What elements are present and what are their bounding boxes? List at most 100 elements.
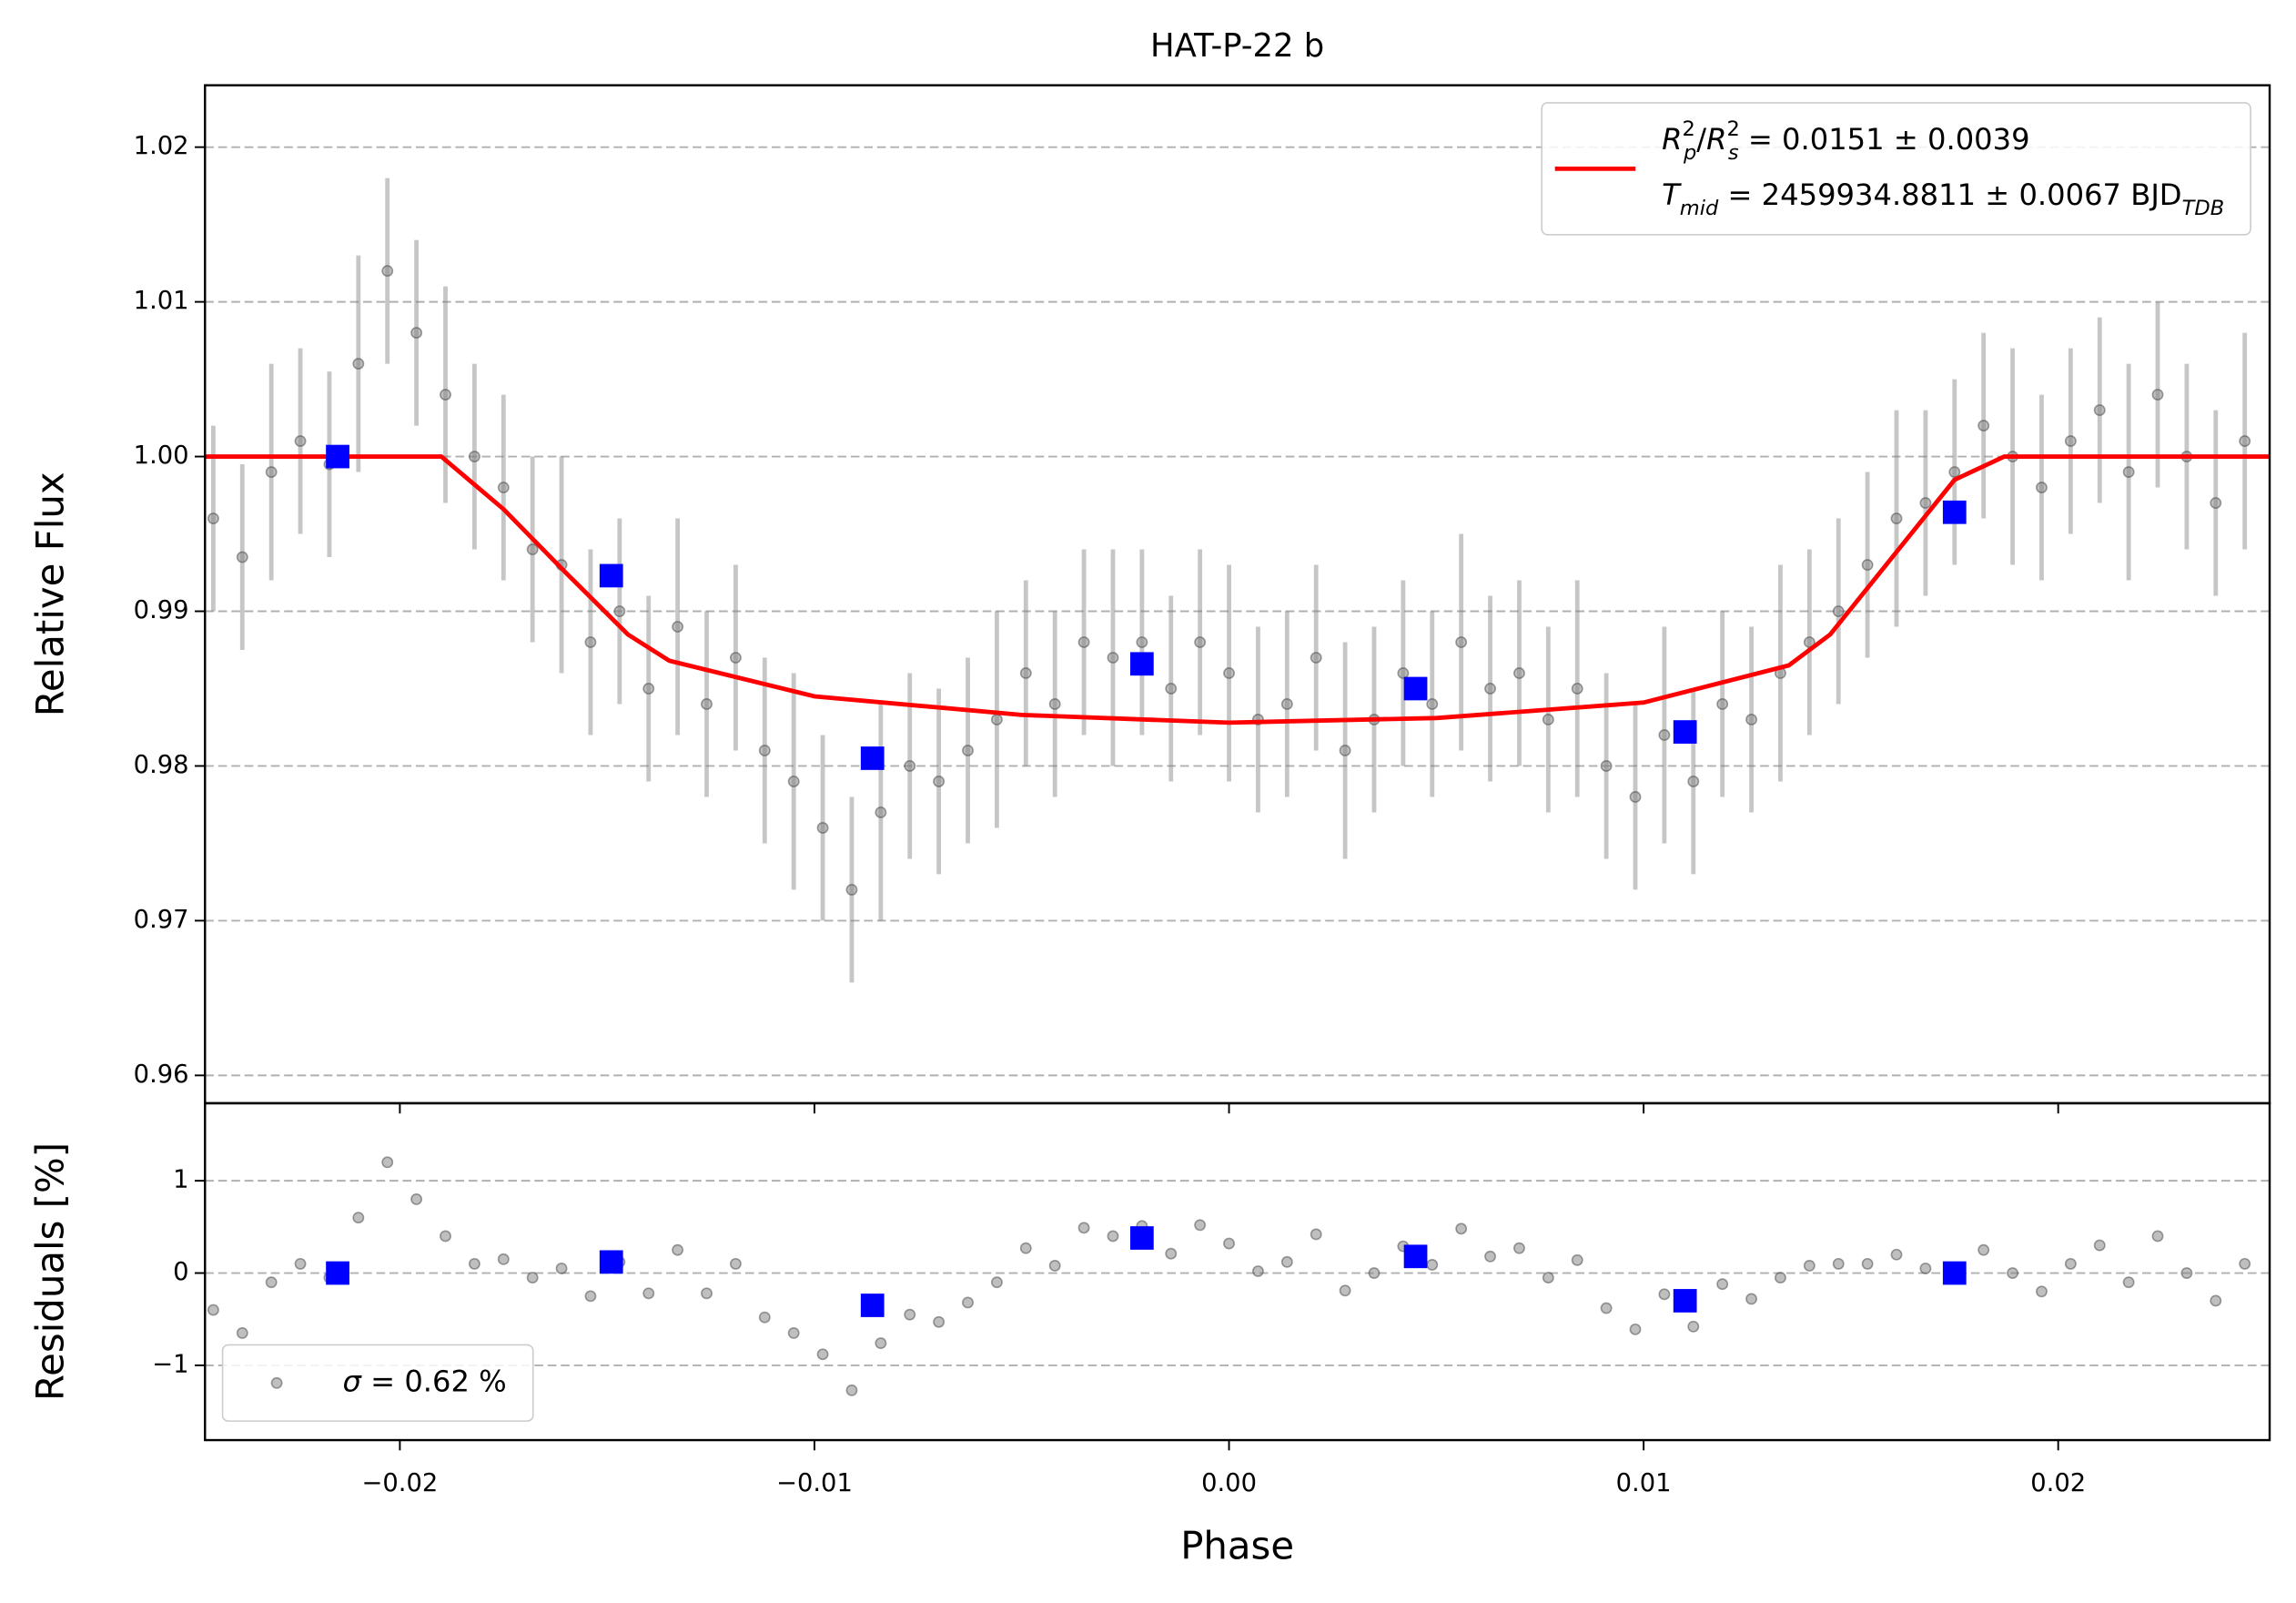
binned-point [599, 1250, 623, 1274]
y-tick-label: 0 [173, 1258, 188, 1286]
chart-title: HAT-P-22 b [1150, 27, 1324, 65]
data-point [1107, 652, 1119, 664]
data-point [1165, 683, 1178, 695]
residual-point [1890, 1248, 1903, 1261]
residual-point [875, 1337, 887, 1350]
residual-point [2180, 1267, 2193, 1279]
data-point [352, 358, 365, 370]
y-tick-label: 0.97 [134, 906, 189, 934]
residual-point [1687, 1320, 1700, 1333]
data-point [1832, 605, 1845, 617]
residual-point [1513, 1242, 1525, 1254]
legend-text-part: / [1696, 122, 1706, 157]
x-axis-label: Phase [1180, 1524, 1294, 1568]
y-tick-label: 1.01 [134, 287, 189, 315]
residual-point [1629, 1323, 1642, 1335]
residual-point [1977, 1243, 1990, 1256]
binned-point [1942, 500, 1967, 524]
data-point [1716, 698, 1729, 710]
residual-point [2151, 1230, 2164, 1243]
data-point [2036, 482, 2048, 493]
data-point [990, 714, 1003, 725]
residual-point [2036, 1285, 2048, 1298]
data-point [468, 451, 480, 462]
residual-point [787, 1326, 800, 1339]
residual-point [1455, 1223, 1468, 1235]
residual-point [1919, 1263, 1932, 1274]
residual-point [1484, 1250, 1496, 1263]
residual-point [1310, 1228, 1322, 1241]
data-point [526, 543, 539, 555]
residual-point [904, 1308, 916, 1321]
residual-point [1048, 1259, 1061, 1272]
y-tick-label: 1.00 [134, 441, 189, 470]
data-point [1542, 714, 1554, 725]
data-point [1280, 698, 1293, 710]
data-point [933, 776, 946, 787]
data-point [758, 745, 771, 756]
y-tick-label: 0.99 [134, 596, 189, 624]
data-point [1571, 683, 1583, 695]
data-point [410, 327, 423, 340]
residual-point [555, 1263, 568, 1274]
residual-point [294, 1257, 307, 1270]
legend-text-part: = 0.62 % [361, 1364, 507, 1398]
residual-point [1658, 1288, 1671, 1301]
legend-marker [270, 1376, 283, 1389]
legend-text-part: p [1683, 140, 1696, 164]
data-point [1919, 497, 1932, 509]
legend-label: R2 p/R2 s = 0.0151 ± 0.0039 [1662, 117, 2029, 164]
data-point [1339, 745, 1351, 756]
data-point [904, 760, 916, 772]
residual-point [845, 1384, 858, 1396]
residual-point [1339, 1284, 1351, 1297]
data-point [1948, 466, 1961, 478]
data-point [672, 621, 684, 633]
x-tick-label: 0.00 [1201, 1469, 1257, 1497]
data-point [1426, 698, 1439, 710]
residual-point [642, 1287, 655, 1300]
residual-point [962, 1296, 974, 1309]
residual-point [1019, 1242, 1032, 1254]
residual-point [352, 1212, 365, 1224]
data-point [1513, 667, 1525, 679]
data-point [2093, 404, 2106, 417]
residual-point [236, 1326, 248, 1339]
data-point [207, 512, 219, 524]
residual-point [2007, 1267, 2019, 1279]
residual-point [584, 1290, 597, 1303]
residual-point [440, 1230, 451, 1243]
residual-point [1716, 1278, 1729, 1291]
data-point [1223, 667, 1235, 679]
plot-area [205, 178, 2271, 983]
residual-point [1165, 1247, 1178, 1260]
data-point [2210, 497, 2222, 509]
y-tick-label: 0.96 [134, 1060, 189, 1089]
residual-point [1571, 1253, 1583, 1266]
plot-area [207, 1156, 2251, 1396]
binned-point [860, 746, 885, 770]
legend-text-part: = 0.0151 ± 0.0039 [1739, 122, 2030, 157]
binned-point [1942, 1261, 1967, 1285]
residual-point [1368, 1267, 1381, 1279]
data-point [1687, 776, 1700, 787]
data-point [497, 482, 510, 493]
binned-point [1403, 676, 1428, 701]
binned-point [1673, 1289, 1697, 1313]
residual-point [1600, 1302, 1613, 1314]
y-tick-label: −1 [152, 1350, 188, 1378]
data-point [381, 265, 394, 278]
legend-text-part: σ [343, 1364, 363, 1398]
data-point [787, 776, 800, 787]
residual-point [816, 1348, 829, 1361]
data-point [1600, 760, 1613, 772]
legend-text-part: mid [1680, 196, 1719, 219]
data-point [613, 605, 626, 617]
residual-point [468, 1257, 480, 1270]
x-tick-label: 0.01 [1616, 1469, 1672, 1497]
data-point [1745, 714, 1758, 725]
legend-box [221, 1344, 534, 1422]
residual-point [1223, 1237, 1235, 1250]
residual-point [933, 1315, 946, 1328]
